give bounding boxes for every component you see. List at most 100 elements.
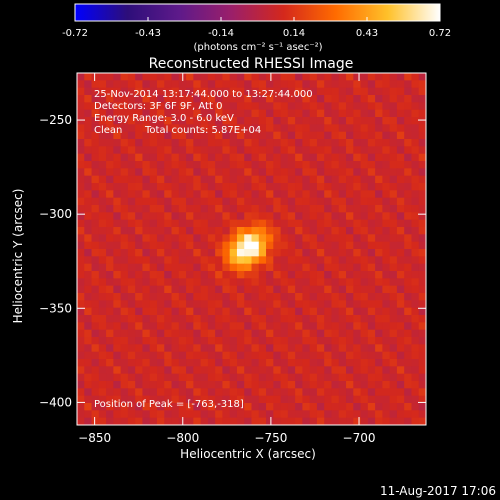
heatmap-cell — [287, 227, 296, 235]
heatmap-cell — [389, 131, 398, 140]
heatmap-cell — [77, 241, 85, 250]
heatmap-cell — [98, 395, 107, 404]
heatmap-cell — [266, 109, 274, 118]
heatmap-cell — [418, 417, 426, 425]
heatmap-cell — [142, 219, 151, 228]
heatmap-cell — [266, 124, 274, 133]
heatmap-cell — [331, 168, 340, 177]
heatmap-cell — [229, 344, 238, 353]
heatmap-cell — [411, 73, 420, 81]
heatmap-cell — [404, 227, 413, 235]
heatmap-cell — [331, 205, 340, 213]
x-tick-label: −800 — [166, 431, 199, 445]
heatmap-cell — [324, 234, 333, 243]
heatmap-cell — [178, 351, 187, 360]
heatmap-cell — [316, 131, 325, 140]
heatmap-cell — [411, 249, 420, 257]
heatmap-cell — [156, 234, 165, 243]
heatmap-cell — [178, 241, 187, 250]
heatmap-cell — [120, 293, 129, 301]
heatmap-cell — [164, 102, 173, 111]
heatmap-cell — [186, 197, 194, 206]
heatmap-cell — [404, 146, 413, 155]
heatmap-cell — [186, 417, 194, 425]
heatmap-cell — [396, 403, 405, 411]
heatmap-cell — [149, 417, 158, 425]
heatmap-cell — [309, 300, 318, 309]
heatmap-cell — [316, 139, 325, 147]
heatmap-cell — [149, 344, 158, 353]
heatmap-cell — [316, 271, 325, 279]
heatmap-cell — [77, 139, 85, 147]
heatmap-cell — [193, 109, 202, 118]
heatmap-cell — [258, 307, 267, 316]
heatmap-cell — [316, 366, 325, 375]
heatmap-cell — [222, 373, 231, 382]
heatmap-cell — [156, 344, 165, 353]
heatmap-cell — [120, 139, 129, 147]
heatmap-cell — [404, 366, 413, 375]
heatmap-cell — [287, 351, 296, 360]
heatmap-cell — [164, 373, 173, 382]
heatmap-cell — [309, 117, 318, 125]
heatmap-cell — [389, 124, 398, 133]
heatmap-cell — [186, 388, 194, 397]
heatmap-cell — [178, 337, 187, 345]
heatmap-cell — [193, 410, 202, 419]
heatmap-cell — [389, 146, 398, 155]
heatmap-cell — [98, 168, 107, 177]
heatmap-image — [77, 73, 426, 425]
heatmap-cell — [135, 373, 144, 382]
heatmap-cell — [200, 359, 209, 367]
heatmap-cell — [360, 403, 369, 411]
heatmap-cell — [215, 146, 224, 155]
heatmap-cell — [178, 322, 187, 331]
heatmap-cell — [229, 109, 238, 118]
heatmap-cell — [331, 175, 340, 184]
heatmap-cell — [309, 95, 318, 103]
heatmap-cell — [360, 80, 369, 89]
heatmap-cell — [309, 190, 318, 199]
heatmap-cell — [346, 300, 354, 309]
x-tick-label: −850 — [78, 431, 111, 445]
heatmap-cell — [258, 212, 267, 221]
heatmap-cell — [106, 168, 114, 177]
heatmap-cell — [149, 285, 158, 294]
heatmap-cell — [164, 168, 173, 177]
heatmap-cell — [222, 183, 231, 191]
heatmap-cell — [171, 373, 180, 382]
heatmap-cell — [91, 263, 100, 272]
heatmap-cell — [178, 388, 187, 397]
heatmap-cell — [127, 344, 136, 353]
heatmap-cell — [382, 139, 391, 147]
heatmap-cell — [251, 351, 260, 360]
heatmap-cell — [382, 271, 391, 279]
heatmap-cell — [156, 351, 165, 360]
heatmap-cell — [229, 175, 238, 184]
heatmap-cell — [295, 403, 303, 411]
heatmap-cell — [418, 329, 426, 338]
heatmap-cell — [186, 395, 194, 404]
heatmap-cell — [142, 315, 151, 323]
heatmap-cell — [353, 139, 362, 147]
heatmap-cell — [302, 278, 311, 287]
heatmap-cell — [142, 410, 151, 419]
heatmap-cell — [404, 395, 413, 404]
heatmap-cell — [77, 87, 85, 96]
heatmap-cell — [331, 102, 340, 111]
heatmap-cell — [207, 80, 216, 89]
y-tick-label: −250 — [39, 113, 72, 127]
heatmap-cell — [106, 271, 114, 279]
heatmap-cell — [280, 322, 289, 331]
heatmap-cell — [418, 183, 426, 191]
heatmap-cell — [266, 285, 274, 294]
heatmap-cell — [258, 124, 267, 133]
heatmap-cell — [287, 337, 296, 345]
heatmap-cell — [156, 293, 165, 301]
heatmap-cell — [106, 307, 114, 316]
heatmap-cell — [120, 359, 129, 367]
heatmap-cell — [367, 241, 376, 250]
heatmap-cell — [135, 322, 144, 331]
heatmap-cell — [346, 344, 354, 353]
heatmap-cell — [244, 403, 253, 411]
